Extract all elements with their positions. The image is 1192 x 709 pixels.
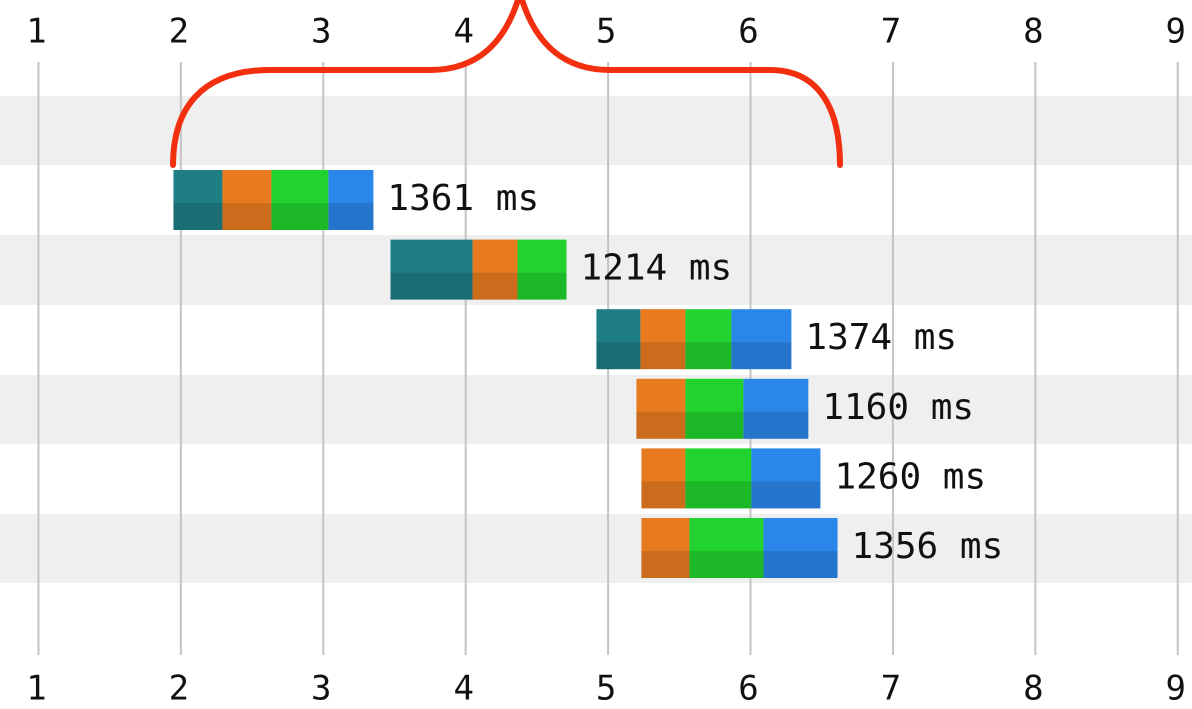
timing-segment — [685, 448, 752, 509]
timing-segment — [641, 518, 690, 578]
timing-segment — [640, 309, 686, 370]
x-tick-label: 9 — [1166, 669, 1186, 709]
timing-segment — [271, 170, 329, 230]
x-tick-label: 1 — [26, 669, 46, 709]
duration-label: 1260 ms — [834, 456, 986, 497]
timing-segment — [596, 309, 641, 370]
timing-segment — [328, 170, 374, 230]
timing-segment — [689, 518, 764, 578]
segment-shade — [173, 203, 223, 230]
row-band — [0, 96, 1192, 165]
segment-shade — [271, 203, 329, 230]
segment-shade — [328, 203, 374, 230]
grid: 1 1 2 2 3 3 4 4 5 5 6 6 7 7 8 8 9 9 — [26, 12, 1186, 709]
segment-shade — [641, 481, 686, 509]
segment-shade — [731, 342, 792, 370]
timing-segment — [685, 309, 732, 370]
timing-segment — [472, 239, 518, 300]
x-tick-label: 7 — [881, 669, 901, 709]
row-band — [0, 514, 1192, 583]
duration-label: 1160 ms — [822, 387, 974, 428]
segment-shade — [685, 481, 752, 509]
segment-shade — [751, 481, 821, 509]
x-tick-label: 6 — [738, 669, 758, 709]
timing-segment — [517, 239, 567, 300]
x-tick-label: 2 — [169, 12, 189, 52]
timing-segment — [222, 170, 272, 230]
duration-label: 1361 ms — [387, 178, 539, 219]
x-tick-label: 8 — [1023, 669, 1043, 709]
duration-label: 1356 ms — [852, 526, 1004, 567]
segment-shade — [685, 411, 744, 439]
segment-shade — [685, 342, 732, 370]
segment-shade — [640, 342, 686, 370]
segment-shade — [596, 342, 641, 370]
x-tick-label: 9 — [1166, 12, 1186, 52]
timing-segment — [390, 239, 473, 300]
bars: 1361 ms 1214 ms 1374 ms 1160 ms 1260 ms 1356 … — [173, 170, 1003, 578]
timing-segment — [743, 378, 809, 439]
timing-segment — [641, 448, 686, 509]
segment-shade — [636, 411, 686, 439]
x-tick-label: 8 — [1023, 12, 1043, 52]
row-band — [0, 375, 1192, 444]
x-tick-label: 4 — [453, 12, 473, 52]
timing-segment — [636, 378, 686, 439]
x-tick-label: 5 — [596, 669, 616, 709]
duration-label: 1214 ms — [581, 248, 733, 289]
row-bands — [0, 96, 1192, 583]
segment-shade — [689, 551, 764, 578]
segment-shade — [222, 203, 272, 230]
x-tick-label: 5 — [596, 12, 616, 52]
segment-shade — [517, 272, 567, 300]
x-tick-label: 1 — [26, 12, 46, 52]
timing-segment — [763, 518, 838, 578]
timing-segment — [685, 378, 744, 439]
segment-shade — [743, 411, 809, 439]
timing-segment — [731, 309, 792, 370]
timing-segment — [173, 170, 223, 230]
x-tick-label: 3 — [311, 12, 331, 52]
x-tick-label: 7 — [881, 12, 901, 52]
duration-label: 1374 ms — [805, 317, 957, 358]
x-tick-label: 6 — [738, 12, 758, 52]
segment-shade — [763, 551, 838, 578]
x-tick-label: 3 — [311, 669, 331, 709]
segment-shade — [641, 551, 690, 578]
brace-annotation — [170, 0, 843, 168]
x-tick-label: 2 — [169, 669, 189, 709]
x-tick-label: 4 — [453, 669, 473, 709]
segment-shade — [472, 272, 518, 300]
segment-shade — [390, 272, 473, 300]
row-band — [0, 235, 1192, 305]
timing-segment — [751, 448, 821, 509]
